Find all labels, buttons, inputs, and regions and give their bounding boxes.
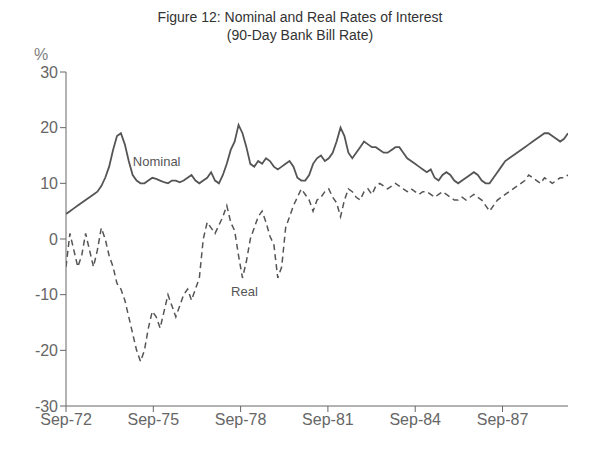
- svg-text:Sep-81: Sep-81: [302, 411, 354, 428]
- svg-text:Sep-84: Sep-84: [389, 411, 441, 428]
- svg-text:30: 30: [40, 64, 58, 81]
- svg-text:%: %: [34, 46, 48, 63]
- svg-text:20: 20: [40, 119, 58, 136]
- html-text:(90-Day Bank Bill Rate): (90-Day Bank Bill Rate): [226, 27, 374, 43]
- svg-text:Sep-72: Sep-72: [40, 411, 92, 429]
- svg-text:Sep-87: Sep-87: [477, 411, 529, 428]
- svg-text:Sep-75: Sep-75: [128, 411, 180, 428]
- svg-text:-30: -30: [35, 398, 58, 415]
- svg-text:-20: -20: [35, 342, 58, 359]
- svg-text:Sep-78: Sep-78: [215, 411, 267, 428]
- svg-text:-10: -10: [35, 286, 58, 303]
- svg-text:0: 0: [49, 231, 58, 248]
- svg-text:10: 10: [40, 175, 58, 192]
- html-text:Figure 12: Nominal and Real Ra: Figure 12: Nominal and Real Rates of Int…: [157, 9, 443, 25]
- svg-text:Nominal: Nominal: [133, 154, 181, 169]
- svg-text:Real: Real: [231, 284, 258, 299]
